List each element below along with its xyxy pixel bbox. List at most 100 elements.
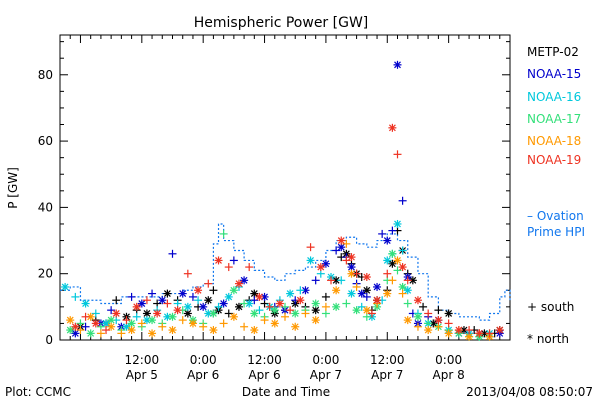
data-point-north (388, 249, 397, 258)
data-point-north (127, 326, 136, 335)
data-point-south (311, 276, 320, 285)
data-point-south (81, 312, 90, 321)
data-point-north (71, 329, 80, 338)
data-point-north (107, 322, 116, 331)
data-point-north (311, 299, 320, 308)
data-point-north (434, 316, 443, 325)
data-point-north (224, 292, 233, 301)
data-point-north (393, 256, 402, 265)
data-point-south (214, 302, 223, 311)
x-tick-label-date: Apr 7 (371, 368, 403, 382)
data-point-north (168, 312, 177, 321)
data-point-north (362, 286, 371, 295)
x-tick-label-time: 12:00 (247, 353, 282, 367)
data-point-south (403, 299, 412, 308)
data-point-south (398, 196, 407, 205)
y-tick-labels: 0 20 40 60 80 (38, 68, 53, 347)
x-tick-label-time: 0:00 (312, 353, 339, 367)
data-point-north (352, 306, 361, 315)
data-point-north (357, 289, 366, 298)
data-point-south (342, 239, 351, 248)
data-point-north (332, 302, 341, 311)
data-point-south (91, 309, 100, 318)
data-point-north (153, 309, 162, 318)
data-point-north (158, 296, 167, 305)
data-point-north (296, 296, 305, 305)
data-point-north (240, 276, 249, 285)
data-point-south (286, 306, 295, 315)
x-tick-label-time: 0:00 (435, 353, 462, 367)
data-point-south (163, 299, 172, 308)
data-point-north (393, 219, 402, 228)
data-point-north (393, 60, 402, 69)
data-point-south (250, 296, 259, 305)
data-point-south (388, 276, 397, 285)
data-point-south (342, 256, 351, 265)
data-point-north (270, 319, 279, 328)
data-point-north (229, 286, 238, 295)
data-point-north (332, 286, 341, 295)
data-point-north (173, 306, 182, 315)
data-point-north (137, 299, 146, 308)
data-point-south (485, 329, 494, 338)
legend-entry-noaa-17: NOAA-17 (527, 112, 581, 126)
x-tick-label-date: Apr 6 (248, 368, 280, 382)
x-tick-label-date: Apr 6 (187, 368, 219, 382)
data-point-south (255, 306, 264, 315)
data-point-south (178, 316, 187, 325)
data-point-north (112, 309, 121, 318)
y-tick-label: 40 (38, 200, 53, 214)
data-point-north (347, 253, 356, 262)
data-point-south (327, 276, 336, 285)
data-point-north (209, 326, 218, 335)
data-point-north (373, 296, 382, 305)
data-point-north (475, 329, 484, 338)
legend-entry-noaa-16: NOAA-16 (527, 90, 581, 104)
data-point-south (388, 226, 397, 235)
data-point-south (219, 319, 228, 328)
data-point-south (383, 269, 392, 278)
data-point-north (286, 289, 295, 298)
data-point-north (291, 309, 300, 318)
data-point-north (388, 259, 397, 268)
plot-credit: Plot: CCMC (5, 385, 71, 399)
legend-entry-noaa-18: NOAA-18 (527, 134, 581, 148)
data-point-north (148, 316, 157, 325)
data-point-north (321, 259, 330, 268)
data-point-south (296, 286, 305, 295)
legend-ovation-line2: Prime HPI (527, 225, 585, 239)
y-tick-label: 0 (45, 333, 53, 347)
data-point-south (117, 329, 126, 338)
y-axis-label: P [GW] (6, 167, 20, 209)
data-point-north (132, 302, 141, 311)
data-point-north (383, 289, 392, 298)
data-point-south (194, 296, 203, 305)
data-point-north (86, 312, 95, 321)
data-point-north (270, 306, 279, 315)
data-point-south (122, 316, 131, 325)
data-point-north (495, 326, 504, 335)
data-point-north (229, 312, 238, 321)
data-point-south (393, 266, 402, 275)
data-point-south (188, 292, 197, 301)
data-point-north (219, 299, 228, 308)
data-point-north (337, 236, 346, 245)
data-point-south (337, 276, 346, 285)
data-point-south (342, 299, 351, 308)
data-point-south (434, 306, 443, 315)
data-point-north (148, 329, 157, 338)
data-point-south (224, 263, 233, 272)
data-point-north (183, 302, 192, 311)
data-point-north (168, 326, 177, 335)
data-point-north (403, 316, 412, 325)
x-tick-label-date: Apr 8 (433, 368, 465, 382)
data-point-south (362, 292, 371, 301)
data-point-south (71, 292, 80, 301)
data-point-north (178, 289, 187, 298)
data-point-north (250, 326, 259, 335)
data-point-south (321, 292, 330, 301)
data-point-south (332, 246, 341, 255)
data-point-south (393, 150, 402, 159)
data-point-north (204, 309, 213, 318)
